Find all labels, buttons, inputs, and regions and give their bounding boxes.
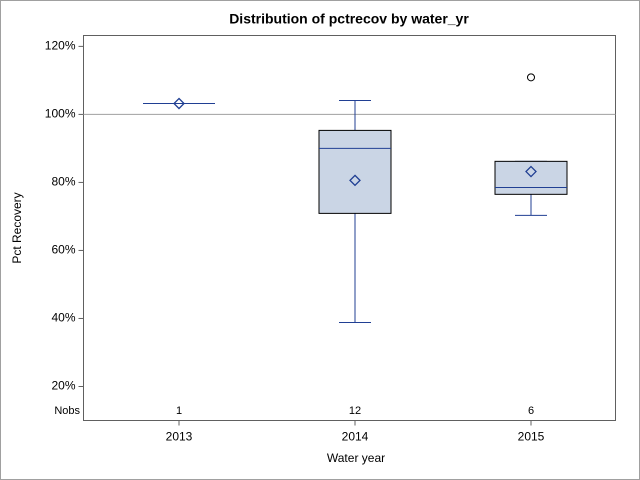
y-tick-label: 80%: [51, 175, 75, 189]
mean-marker: [173, 97, 185, 110]
x-axis-label: Water year: [327, 451, 385, 465]
y-tick-label: 120%: [45, 39, 76, 53]
mean-marker: [525, 165, 537, 178]
x-tick-label: 2014: [342, 430, 369, 444]
y-tick-label: 100%: [45, 107, 76, 121]
mean-marker: [349, 174, 361, 187]
y-tick-label: 20%: [51, 379, 75, 393]
outlier: [527, 73, 535, 82]
x-tick-label: 2015: [518, 430, 545, 444]
y-tick-label: 60%: [51, 243, 75, 257]
plot-area: [83, 35, 616, 421]
nobs-value: 6: [528, 405, 534, 417]
box: [318, 129, 392, 214]
y-tick-label: 40%: [51, 311, 75, 325]
y-axis-label: Pct Recovery: [10, 192, 24, 263]
chart-title: Distribution of pctrecov by water_yr: [229, 11, 469, 27]
x-tick-label: 2013: [166, 430, 193, 444]
nobs-label: Nobs: [54, 405, 80, 417]
nobs-value: 12: [349, 405, 361, 417]
nobs-value: 1: [176, 405, 182, 417]
